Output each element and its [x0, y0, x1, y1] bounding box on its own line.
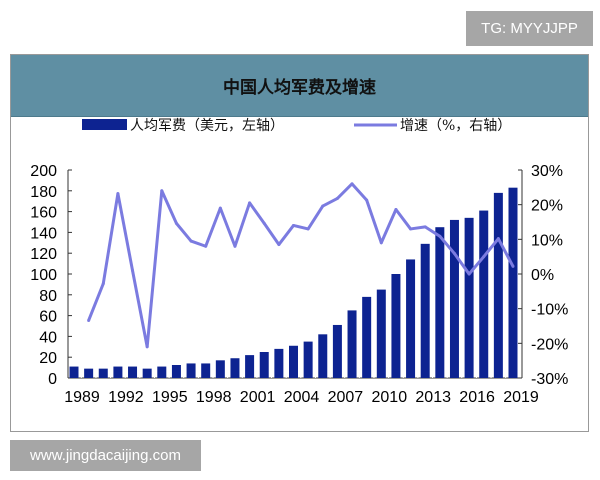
bar-1994	[142, 368, 152, 378]
growth-point-2008	[350, 182, 354, 186]
growth-point-1991	[101, 282, 105, 286]
legend-bar-label: 人均军费（美元，左轴）	[130, 118, 284, 134]
bar-1997	[186, 363, 196, 378]
growth-point-1992	[116, 192, 120, 196]
bar-2004	[289, 345, 298, 378]
right-tick-label: 0%	[531, 267, 554, 284]
bar-2008	[347, 310, 357, 378]
bar-2015	[449, 219, 459, 378]
bar-1996	[171, 365, 181, 378]
bar-1995	[157, 366, 167, 378]
growth-point-1997	[189, 239, 193, 243]
growth-point-2009	[365, 198, 369, 202]
growth-point-2007	[335, 196, 339, 200]
growth-point-2017	[482, 255, 486, 259]
growth-point-2013	[423, 225, 427, 229]
growth-point-2011	[394, 208, 398, 212]
growth-point-1999	[218, 206, 222, 210]
x-tick-label: 2019	[503, 389, 539, 406]
bar-1990	[84, 368, 94, 378]
bar-2018	[493, 192, 503, 378]
left-tick-label: 120	[30, 246, 57, 263]
right-tick-label: 10%	[531, 232, 563, 249]
left-tick-label: 200	[30, 163, 57, 180]
growth-line	[87, 182, 515, 349]
left-tick-label: 140	[30, 225, 57, 242]
growth-point-2019	[511, 264, 515, 268]
legend-line-label: 增速（%，右轴）	[400, 118, 511, 134]
growth-point-2010	[379, 241, 383, 245]
bar-2010	[376, 289, 386, 378]
growth-point-1995	[160, 189, 164, 193]
left-tick-label: 80	[39, 288, 57, 305]
growth-point-1993	[131, 269, 135, 273]
growth-point-1998	[204, 244, 208, 248]
growth-point-2015	[452, 252, 456, 256]
bar-1999	[215, 360, 225, 378]
growth-point-1994	[145, 345, 149, 349]
x-tick-label: 1998	[196, 389, 232, 406]
right-tick-label: -10%	[531, 302, 568, 319]
bar-2006	[318, 334, 328, 378]
growth-point-2016	[467, 272, 471, 276]
bar-2000	[230, 358, 240, 378]
bar-2014	[435, 227, 445, 378]
chart-title-bar: 中国人均军费及增速	[11, 55, 588, 117]
bar-2002	[259, 352, 269, 378]
bar-2011	[391, 274, 401, 378]
growth-point-2012	[409, 227, 413, 231]
bar-2012	[406, 259, 416, 378]
left-tick-label: 0	[48, 371, 57, 388]
left-tick-label: 20	[39, 350, 57, 367]
growth-point-2014	[438, 234, 442, 238]
growth-point-2006	[321, 204, 325, 208]
bar-1992	[113, 366, 123, 378]
growth-point-2002	[262, 221, 266, 225]
right-tick-label: -30%	[531, 371, 568, 388]
growth-point-2005	[306, 227, 310, 231]
bar-1998	[201, 363, 211, 378]
watermark-top: TG: MYYJJPP	[466, 11, 593, 46]
x-tick-label: 1989	[64, 389, 100, 406]
bar-2001	[245, 355, 255, 378]
x-tick-label: 2010	[372, 389, 408, 406]
right-tick-label: 30%	[531, 163, 563, 180]
bar-2017	[479, 210, 489, 378]
watermark-bottom: www.jingdacaijing.com	[10, 440, 201, 471]
left-tick-label: 180	[30, 184, 57, 201]
x-tick-label: 2013	[415, 389, 451, 406]
bar-2003	[274, 348, 284, 378]
right-tick-label: 20%	[531, 198, 563, 215]
x-tick-label: 1992	[108, 389, 144, 406]
bar-2013	[420, 243, 430, 378]
x-tick-label: 2004	[284, 389, 320, 406]
x-tick-label: 1995	[152, 389, 188, 406]
bar-2007	[332, 324, 342, 378]
bar-2009	[362, 296, 372, 378]
left-tick-label: 40	[39, 329, 57, 346]
right-tick-label: -20%	[531, 336, 568, 353]
growth-point-2003	[277, 243, 281, 247]
left-tick-label: 160	[30, 205, 57, 222]
bar-1989	[69, 366, 79, 378]
bar-1993	[128, 366, 138, 378]
growth-point-1990	[87, 318, 91, 322]
growth-point-2004	[292, 223, 295, 227]
bar-2019	[508, 187, 518, 378]
x-tick-label: 2001	[240, 389, 276, 406]
growth-point-2001	[248, 201, 252, 205]
growth-point-1996	[174, 221, 178, 225]
bar-2016	[464, 217, 474, 378]
bar-1991	[98, 368, 108, 378]
chart-title: 中国人均军费及增速	[223, 78, 376, 98]
growth-point-2018	[496, 237, 500, 241]
left-tick-label: 100	[30, 267, 57, 284]
growth-point-2000	[233, 244, 237, 248]
x-tick-label: 2007	[328, 389, 364, 406]
bar-2005	[303, 341, 313, 378]
x-tick-label: 2016	[459, 389, 495, 406]
legend-bar-swatch	[82, 119, 127, 130]
left-tick-label: 60	[39, 309, 57, 326]
